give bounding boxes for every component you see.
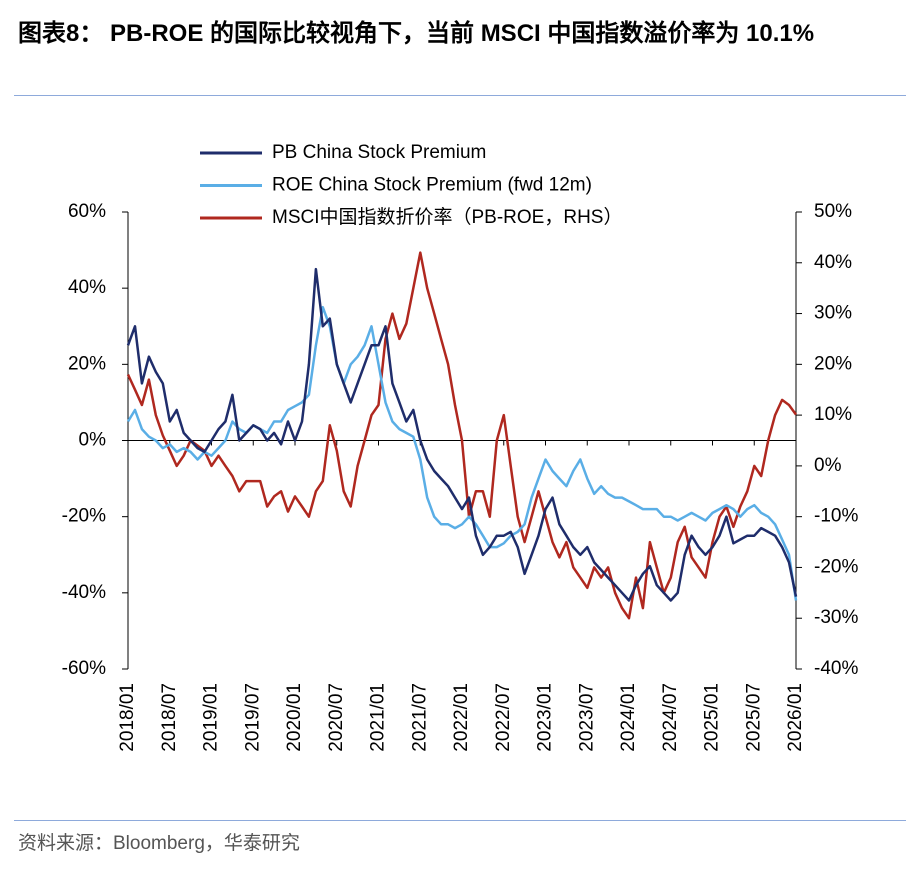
x-tick-label: 2023/01	[535, 683, 556, 752]
source-rule	[14, 820, 906, 821]
y-tick-label: -60%	[62, 658, 106, 679]
x-tick-label: 2025/07	[743, 683, 764, 752]
y2-tick-label: 0%	[814, 455, 842, 476]
y-tick-label: 20%	[68, 353, 106, 374]
y-tick-label: -40%	[62, 582, 106, 603]
x-tick-label: 2021/07	[409, 683, 430, 752]
series-line	[126, 267, 798, 602]
x-tick-label: 2021/01	[368, 683, 389, 752]
x-tick-label: 2019/07	[242, 683, 263, 752]
x-tick-label: 2026/01	[785, 683, 806, 752]
y-tick-label: 0%	[79, 430, 107, 451]
y2-tick-label: 20%	[814, 353, 852, 374]
x-tick-label: 2023/07	[576, 683, 597, 752]
series-line	[126, 251, 798, 620]
y-tick-label: -20%	[62, 506, 106, 527]
title-rule	[14, 95, 906, 96]
chart-title: 图表8： PB-ROE 的国际比较视角下，当前 MSCI 中国指数溢价率为 10…	[18, 20, 815, 47]
x-tick-label: 2020/07	[326, 683, 347, 752]
y-tick-label: 40%	[68, 277, 106, 298]
x-tick-label: 2019/01	[201, 683, 222, 752]
y2-tick-label: 50%	[814, 201, 852, 222]
legend-label: PB China Stock Premium	[272, 142, 486, 163]
source-note: 资料来源：Bloomberg，华泰研究	[18, 833, 300, 854]
y-tick-label: 60%	[68, 201, 106, 222]
x-tick-label: 2022/07	[493, 683, 514, 752]
x-tick-label: 2022/01	[451, 683, 472, 752]
y2-tick-label: 30%	[814, 303, 852, 324]
y2-tick-label: 40%	[814, 252, 852, 273]
x-tick-label: 2018/07	[159, 683, 180, 752]
y2-tick-label: -10%	[814, 506, 858, 527]
y2-tick-label: 10%	[814, 404, 852, 425]
chart: -60% -40% -20% 0% 20% 40% 60% -40% -30% -20% -10% 0…	[62, 142, 859, 752]
x-tick-label: 2024/01	[618, 683, 639, 752]
x-tick-label: 2018/01	[117, 683, 138, 752]
legend-label: ROE China Stock Premium (fwd 12m)	[272, 175, 592, 196]
y2-tick-label: -20%	[814, 556, 858, 577]
legend-label: MSCI中国指数折价率（PB-ROE，RHS）	[272, 206, 622, 228]
y2-tick-label: -30%	[814, 607, 858, 628]
series-line	[126, 305, 798, 601]
y2-tick-label: -40%	[814, 658, 858, 679]
x-tick-label: 2024/07	[660, 683, 681, 752]
x-tick-label: 2025/01	[702, 683, 723, 752]
x-tick-label: 2020/01	[284, 683, 305, 752]
